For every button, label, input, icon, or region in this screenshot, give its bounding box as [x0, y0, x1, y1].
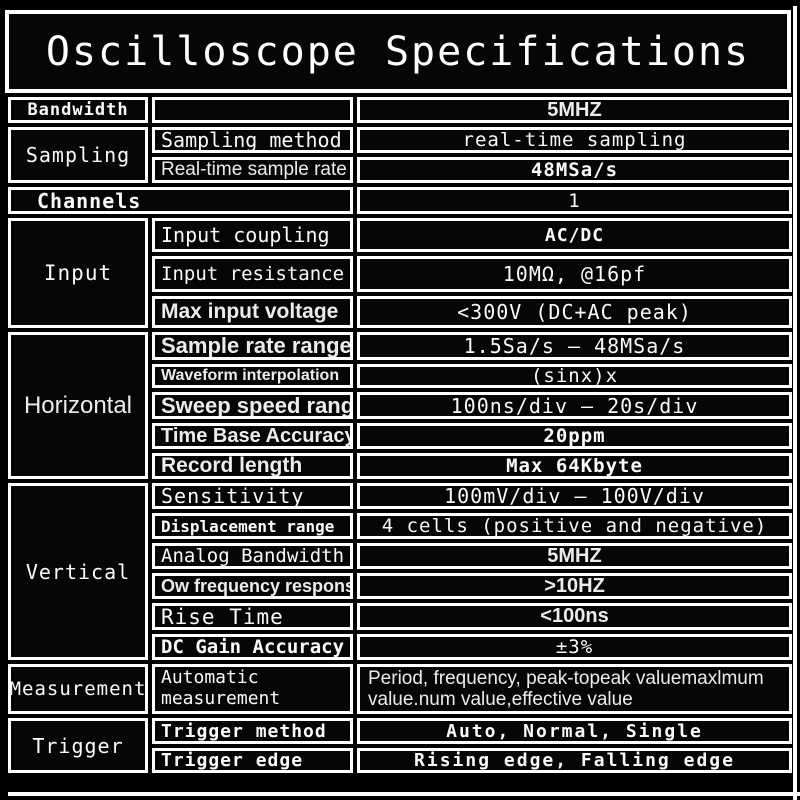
- spec-label-input-resistance: Input resistance: [152, 256, 353, 292]
- bottom-divider: [8, 792, 800, 796]
- spec-value-input-resistance: 10MΩ, @16pf: [357, 256, 792, 292]
- spec-value-waveform-interpolation: (sinx)x: [357, 364, 792, 388]
- spec-label-dc-gain-accuracy: DC Gain Accuracy: [152, 634, 353, 660]
- right-frame-line: [793, 6, 797, 800]
- spec-label-sampling-method: Sampling method: [152, 127, 353, 153]
- spec-label-sample-rate-range: Sample rate range: [152, 332, 353, 360]
- spec-label-trigger-method: Trigger method: [152, 718, 353, 744]
- title-box: Oscilloscope Specifications: [5, 10, 791, 93]
- spec-label-rise-time: Rise Time: [152, 603, 353, 630]
- spec-label-realtime-rate: Real-time sample rate: [152, 157, 353, 183]
- section-label-horizontal: Horizontal: [8, 332, 148, 479]
- empty-cell: [152, 97, 353, 123]
- spec-value-input-coupling: AC/DC: [357, 218, 792, 252]
- section-label-measurement: Measurement: [8, 664, 148, 714]
- spec-value-sweep-speed-range: 100ns/div – 20s/div: [357, 392, 792, 419]
- spec-value-bandwidth: 5MHZ: [357, 97, 792, 123]
- spec-value-trigger-method: Auto, Normal, Single: [357, 718, 792, 744]
- spec-value-dc-gain-accuracy: ±3%: [357, 634, 792, 660]
- spec-label-sensitivity: Sensitivity: [152, 483, 353, 509]
- section-label-trigger: Trigger: [8, 718, 148, 773]
- spec-value-max-input-voltage: <300V (DC+AC peak): [357, 296, 792, 328]
- section-label-vertical: Vertical: [8, 483, 148, 660]
- spec-label-low-frequency-response: Ow frequency response: [152, 573, 353, 599]
- spec-value-record-length: Max 64Kbyte: [357, 453, 792, 479]
- spec-label-waveform-interpolation: Waveform interpolation: [152, 364, 353, 388]
- spec-label-analog-bandwidth: Analog Bandwidth: [152, 543, 353, 569]
- spec-value-realtime-rate: 48MSa/s: [357, 157, 792, 183]
- spec-value-trigger-edge: Rising edge, Falling edge: [357, 748, 792, 773]
- page-title: Oscilloscope Specifications: [45, 28, 751, 75]
- spec-value-low-frequency-response: >10HZ: [357, 573, 792, 599]
- spec-value-displacement-range: 4 cells (positive and negative): [357, 513, 792, 539]
- spec-value-channels: 1: [357, 187, 792, 214]
- spec-value-sample-rate-range: 1.5Sa/s – 48MSa/s: [357, 332, 792, 360]
- spec-value-automatic-measurement: Period, frequency, peak-topeak valuemaxl…: [357, 664, 792, 714]
- spec-value-analog-bandwidth: 5MHZ: [357, 543, 792, 569]
- section-label-input: Input: [8, 218, 148, 328]
- spec-label-automatic-measurement: Automatic measurement: [152, 664, 353, 714]
- spec-value-sampling-method: real-time sampling: [357, 127, 792, 153]
- section-label-bandwidth: Bandwidth: [8, 97, 148, 123]
- spec-label-sweep-speed-range: Sweep speed range: [152, 392, 353, 419]
- spec-label-trigger-edge: Trigger edge: [152, 748, 353, 773]
- spec-label-time-base-accuracy: Time Base Accuracy: [152, 423, 353, 449]
- section-label-sampling: Sampling: [8, 127, 148, 183]
- spec-value-time-base-accuracy: 20ppm: [357, 423, 792, 449]
- spec-value-sensitivity: 100mV/div – 100V/div: [357, 483, 792, 509]
- section-label-channels: Channels: [8, 187, 353, 214]
- spec-table: Bandwidth 5MHZ Sampling Sampling method …: [8, 97, 792, 773]
- spec-label-input-coupling: Input coupling: [152, 218, 353, 252]
- spec-label-displacement-range: Displacement range: [152, 513, 353, 539]
- spec-label-max-input-voltage: Max input voltage: [152, 296, 353, 328]
- spec-label-record-length: Record length: [152, 453, 353, 479]
- spec-value-rise-time: <100ns: [357, 603, 792, 630]
